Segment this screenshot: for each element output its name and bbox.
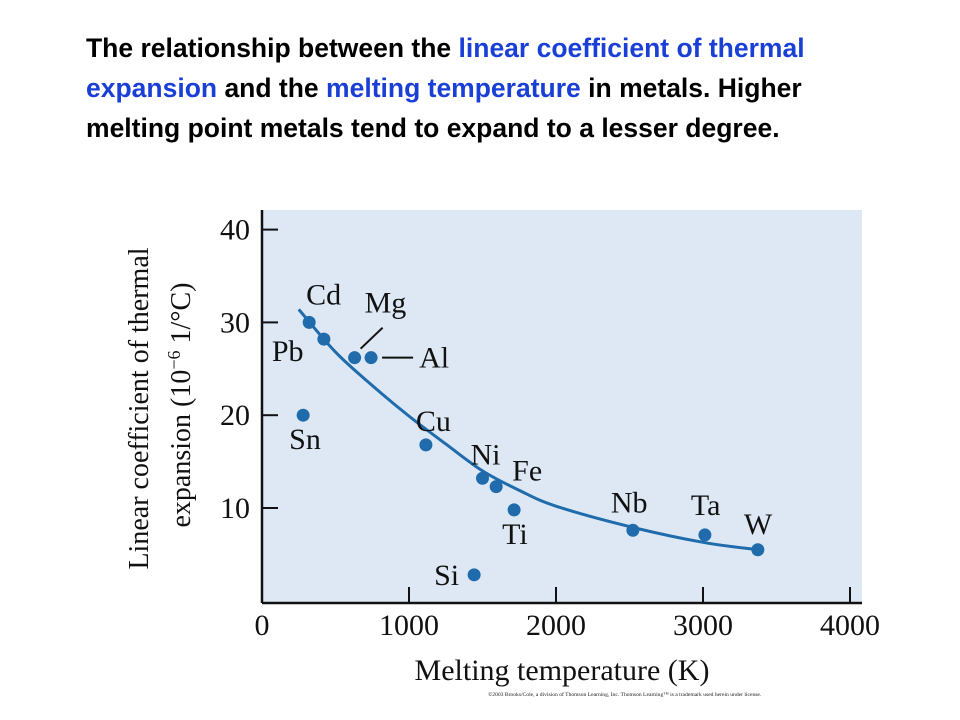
x-tick-label: 3000 — [673, 609, 733, 642]
point-label-fe: Fe — [512, 455, 542, 488]
leader-lines — [359, 326, 414, 359]
data-point-ni — [476, 471, 489, 485]
point-label-si: Si — [434, 559, 459, 592]
data-point-sn — [296, 408, 310, 422]
x-axis-label: Melting temperature (K) — [415, 654, 710, 687]
point-label-ti: Ti — [502, 518, 528, 551]
data-point-nb — [626, 523, 640, 537]
point-label-ta: Ta — [691, 489, 721, 522]
copyright-notice: ©2003 Brooks/Cole, a division of Thomson… — [488, 692, 762, 698]
x-tick-label: 4000 — [820, 609, 880, 642]
point-label-cu: Cu — [416, 405, 451, 438]
y-axis-label-line-2: expansion (10−6 1/°C) — [164, 283, 197, 528]
title-part-3: in metals. Higher melting point metals t… — [86, 73, 802, 143]
data-point-si — [467, 568, 481, 582]
point-label-cd: Cd — [306, 278, 341, 311]
data-point-cd — [302, 315, 316, 329]
data-point-fe — [489, 480, 503, 494]
data-point-w — [751, 543, 765, 557]
point-label-sn: Sn — [289, 423, 321, 456]
trend-curve — [297, 308, 759, 552]
data-point-cu — [419, 438, 433, 452]
plot-background — [262, 210, 862, 603]
title-part-2: and the — [217, 73, 327, 103]
y-tick-label: 10 — [220, 492, 250, 525]
point-label-pb: Pb — [272, 335, 304, 368]
y-tick-label: 20 — [220, 399, 250, 432]
point-label-ni: Ni — [471, 438, 501, 471]
title-part-1: The relationship between the — [86, 33, 459, 63]
y-tick-label: 40 — [220, 214, 250, 247]
axes — [260, 210, 862, 605]
title-highlight-melting-temperature: melting temperature — [326, 73, 581, 103]
title-highlight-linear-coefficient: linear coefficient of thermal expansion — [86, 33, 805, 103]
x-tick-label: 1000 — [379, 609, 439, 642]
point-label-w: W — [744, 508, 773, 541]
data-point-ta — [698, 528, 712, 542]
data-point-pb — [317, 332, 331, 346]
mg-leader-line — [359, 326, 384, 350]
point-label-nb: Nb — [611, 486, 648, 519]
data-point-mg — [348, 351, 362, 365]
x-tick-label: 0 — [255, 609, 270, 642]
x-tick-label: 2000 — [526, 609, 586, 642]
tick-labels: 10 20 30 40 0 1000 2000 3000 4000 — [220, 214, 880, 642]
data-point-al — [364, 351, 378, 365]
point-label-al: Al — [419, 342, 449, 375]
point-label-mg: Mg — [365, 287, 407, 320]
y-axis-label-line-1: Linear coefficient of thermal — [124, 247, 155, 569]
y-axis-label: Linear coefficient of thermal expansion … — [124, 240, 197, 569]
y-tick-label: 30 — [220, 306, 250, 339]
slide-title: The relationship between the linear coef… — [86, 28, 886, 148]
data-point-ti — [507, 503, 521, 517]
